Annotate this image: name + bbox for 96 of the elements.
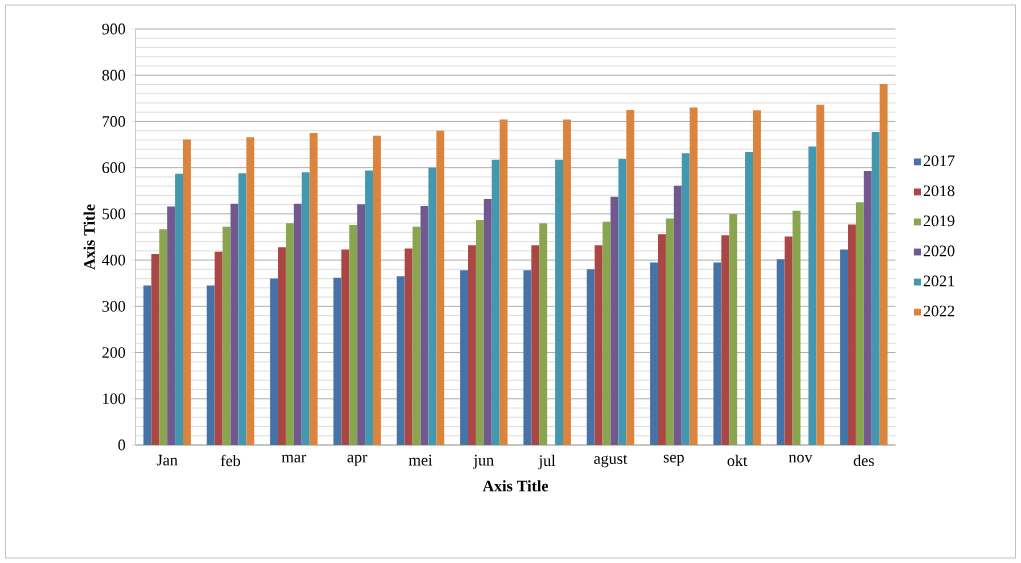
bar	[460, 270, 468, 445]
x-tick-label: nov	[788, 454, 813, 463]
bar	[602, 221, 611, 445]
x-tick-label: apr	[347, 454, 368, 466]
bar	[650, 262, 659, 445]
bar	[499, 119, 508, 445]
bar	[840, 249, 848, 445]
bar	[745, 151, 753, 445]
bar	[594, 245, 603, 445]
bar	[673, 185, 682, 445]
bar	[270, 278, 278, 445]
bar	[808, 146, 817, 445]
x-tick-label: jun	[473, 454, 494, 469]
bar	[586, 269, 595, 445]
y-tick-label: 400	[102, 254, 126, 266]
bar	[483, 199, 492, 445]
bar	[855, 202, 864, 445]
bar	[412, 226, 421, 445]
legend-label: 2017	[923, 155, 955, 167]
y-tick-label: 300	[102, 300, 126, 312]
bar	[784, 236, 793, 445]
bar	[373, 135, 381, 445]
bar	[539, 223, 548, 445]
bar	[222, 226, 231, 445]
bar	[349, 224, 358, 445]
y-tick-label: 700	[102, 116, 126, 127]
bar	[214, 251, 223, 445]
bar	[428, 167, 437, 445]
y-tick-label: 500	[102, 208, 126, 220]
legend-label: 2022	[923, 305, 955, 317]
bar	[713, 262, 722, 445]
bar	[167, 206, 176, 445]
bar	[206, 285, 215, 445]
y-tick-label: 600	[102, 162, 126, 174]
x-tick-label: agust	[594, 454, 628, 468]
x-tick-label: mei	[408, 454, 433, 466]
x-tick-label: Jan	[156, 454, 178, 466]
bar	[555, 159, 563, 445]
bar	[792, 210, 801, 445]
bar	[143, 285, 152, 445]
legend-label: 2020	[923, 245, 955, 257]
legend-label: 2018	[923, 185, 955, 197]
bar	[658, 234, 666, 445]
y-tick-label: 200	[102, 347, 126, 358]
bar	[563, 119, 571, 445]
bar	[278, 247, 286, 445]
bar	[523, 270, 532, 445]
y-axis-title: Axis Title	[83, 204, 95, 270]
bar	[776, 259, 785, 445]
x-tick-label: okt	[727, 454, 748, 467]
y-tick-label: 800	[102, 69, 126, 81]
y-tick-label: 0	[118, 439, 126, 451]
bar	[396, 276, 405, 445]
bar	[151, 254, 160, 445]
bar	[753, 110, 761, 445]
legend-label: 2019	[923, 215, 955, 227]
x-axis-title: Axis Title	[482, 480, 549, 492]
bar	[531, 245, 540, 445]
bar	[879, 84, 888, 445]
bar	[404, 248, 413, 445]
bar	[175, 173, 183, 445]
x-tick-label: sep	[663, 454, 684, 466]
x-tick-label: jul	[538, 454, 556, 470]
bar	[816, 104, 825, 445]
bar	[475, 219, 484, 445]
x-tick-label: des	[853, 454, 874, 467]
y-tick-label: 900	[102, 23, 126, 35]
bar	[468, 245, 476, 445]
bar	[491, 159, 500, 445]
bar	[618, 158, 627, 445]
bar	[333, 277, 342, 445]
bar	[436, 130, 445, 445]
bar	[285, 223, 294, 445]
bar	[681, 153, 690, 445]
bar	[238, 173, 247, 445]
bar	[848, 224, 856, 445]
x-tick-label: mar	[281, 454, 307, 463]
bar	[246, 137, 255, 445]
bar	[721, 235, 730, 445]
bar	[183, 139, 191, 445]
bar	[729, 213, 738, 445]
bar	[293, 203, 302, 445]
bar	[365, 170, 373, 445]
legend-label: 2021	[923, 275, 955, 287]
bar	[871, 132, 880, 445]
bar	[301, 172, 310, 445]
y-tick-label: 100	[103, 393, 126, 405]
x-tick-label: feb	[220, 454, 241, 467]
bar	[309, 133, 318, 445]
bar	[341, 249, 350, 445]
bar	[665, 218, 674, 445]
bar	[626, 109, 635, 445]
bar	[863, 170, 872, 445]
bar	[689, 107, 698, 445]
bar	[357, 204, 366, 445]
bar	[159, 229, 168, 445]
